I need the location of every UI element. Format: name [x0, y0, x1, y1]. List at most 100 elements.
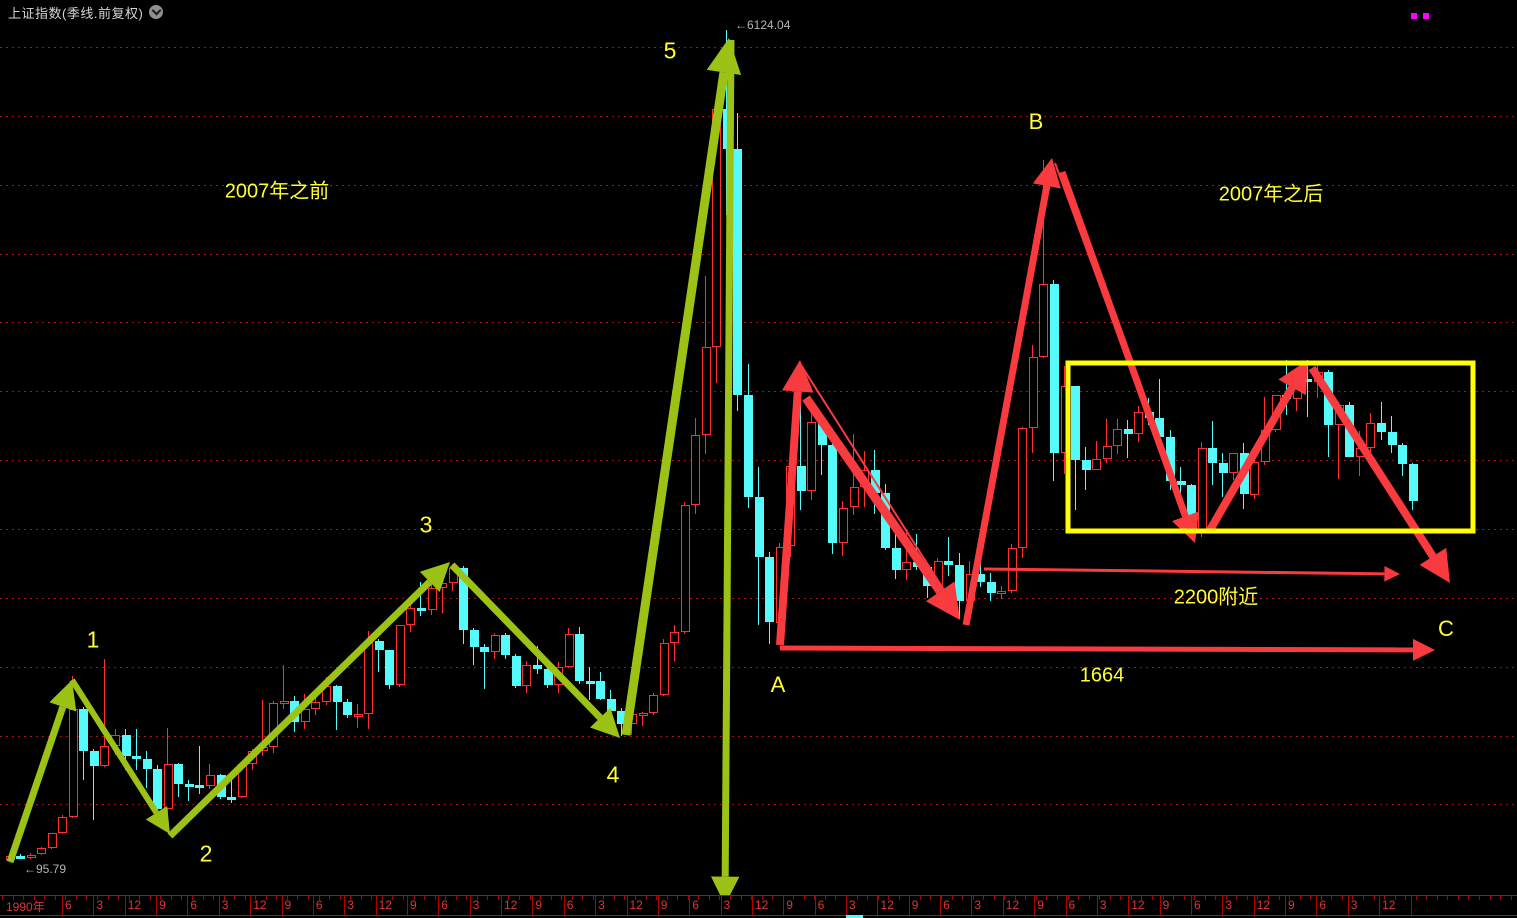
axis-separator — [1034, 896, 1036, 915]
candle-wick — [905, 532, 907, 580]
candle — [701, 347, 711, 435]
axis-tick — [445, 896, 447, 900]
axis-separator — [563, 896, 565, 915]
candle — [1292, 378, 1302, 400]
axis-tick — [339, 896, 341, 900]
candle — [807, 422, 817, 491]
chart-canvas[interactable]: 2007年之前 2007年之后 1 2 3 4 5 A B C 2200附近 1664 ←6124.04… — [0, 0, 1517, 895]
axis-tick — [371, 896, 373, 900]
axis-separator — [438, 896, 440, 915]
candle — [659, 643, 669, 695]
candle — [68, 709, 78, 817]
annotation-label: 2007年之前 — [224, 180, 330, 203]
axis-tick — [972, 896, 974, 900]
candle — [997, 591, 1007, 595]
axis-tick — [1426, 896, 1428, 900]
candle — [955, 565, 964, 601]
candle — [459, 567, 469, 631]
axis-month-label: 9 — [1037, 898, 1044, 912]
axis-separator — [1191, 896, 1192, 915]
candle — [1260, 430, 1270, 463]
axis-tick — [835, 896, 837, 900]
axis-separator — [407, 896, 408, 915]
candle — [269, 703, 279, 747]
candle-wick — [947, 536, 949, 576]
price-gridline — [0, 666, 1517, 668]
axis-separator — [720, 896, 722, 915]
axis-tick — [540, 896, 542, 900]
axis-month-label: 12 — [629, 898, 643, 912]
axis-separator — [1347, 896, 1349, 915]
price-gridline — [0, 460, 1517, 462]
axis-month-label: 9 — [410, 898, 417, 912]
axis-tick — [550, 896, 552, 900]
axis-tick — [160, 896, 162, 900]
axis-month-label: 12 — [378, 898, 392, 912]
chevron-down-circle-icon[interactable] — [149, 5, 164, 19]
axis-tick — [1046, 896, 1048, 900]
candle — [322, 685, 331, 702]
axis-separator — [124, 896, 126, 915]
titlebar: 上证指数(季线.前复权) — [8, 3, 164, 21]
annotation-label: A — [770, 672, 786, 697]
axis-separator — [532, 896, 534, 915]
candle — [1208, 447, 1218, 463]
candle-wick — [1158, 379, 1160, 452]
candle — [290, 701, 300, 722]
axis-tick — [1099, 896, 1101, 900]
candle — [237, 764, 247, 798]
axis-separator — [657, 896, 659, 915]
axis-separator — [689, 896, 691, 915]
candle — [1176, 481, 1186, 485]
axis-separator — [783, 896, 785, 915]
axis-tick — [1373, 896, 1375, 900]
candle — [596, 681, 606, 699]
candle — [385, 650, 395, 685]
axis-separator — [1316, 896, 1318, 915]
candle — [1313, 372, 1323, 382]
candle — [100, 745, 110, 766]
axis-month-label: 9 — [159, 898, 166, 912]
axis-separator — [281, 896, 283, 915]
axis-tick — [1479, 896, 1480, 900]
candle — [480, 646, 490, 653]
price-gridline — [0, 735, 1517, 737]
axis-tick — [223, 896, 225, 900]
axis-tick — [276, 896, 278, 900]
candle — [712, 108, 722, 348]
candle — [1271, 395, 1281, 431]
chevron-glyph — [151, 5, 162, 16]
axis-month-label: 6 — [1194, 898, 1201, 912]
axis-tick — [751, 896, 752, 900]
axis-separator — [156, 896, 158, 915]
candle-wick — [188, 779, 190, 802]
candle — [332, 685, 342, 702]
candle — [1060, 385, 1070, 453]
candle — [1282, 395, 1292, 400]
candle-wick — [1285, 359, 1287, 415]
axis-tick — [23, 896, 25, 900]
axis-separator — [846, 896, 847, 915]
candle — [395, 625, 405, 685]
axis-separator — [751, 896, 753, 915]
candle — [986, 581, 996, 594]
axis-tick — [234, 896, 236, 900]
candle — [248, 750, 258, 765]
axis-tick — [867, 896, 869, 900]
candle — [775, 546, 785, 623]
axis-tick — [1352, 896, 1354, 900]
candle — [47, 833, 57, 849]
axis-tick — [1246, 896, 1248, 900]
axis-month-label: 12 — [880, 898, 894, 912]
axis-tick — [1320, 896, 1322, 900]
axis-separator — [218, 896, 220, 915]
axis-tick — [856, 896, 858, 900]
candle — [343, 702, 353, 716]
axis-tick — [582, 896, 584, 900]
time-axis[interactable]: 1990年 6 3 12 9 6 3 12 9 6 3 12 9 6 3 12 9 6 3 12 9 6 3 12 9 6 3 12 9… — [0, 895, 1517, 916]
candle — [575, 633, 585, 681]
candle — [849, 486, 859, 508]
candle — [670, 632, 680, 643]
candle — [1092, 459, 1102, 470]
